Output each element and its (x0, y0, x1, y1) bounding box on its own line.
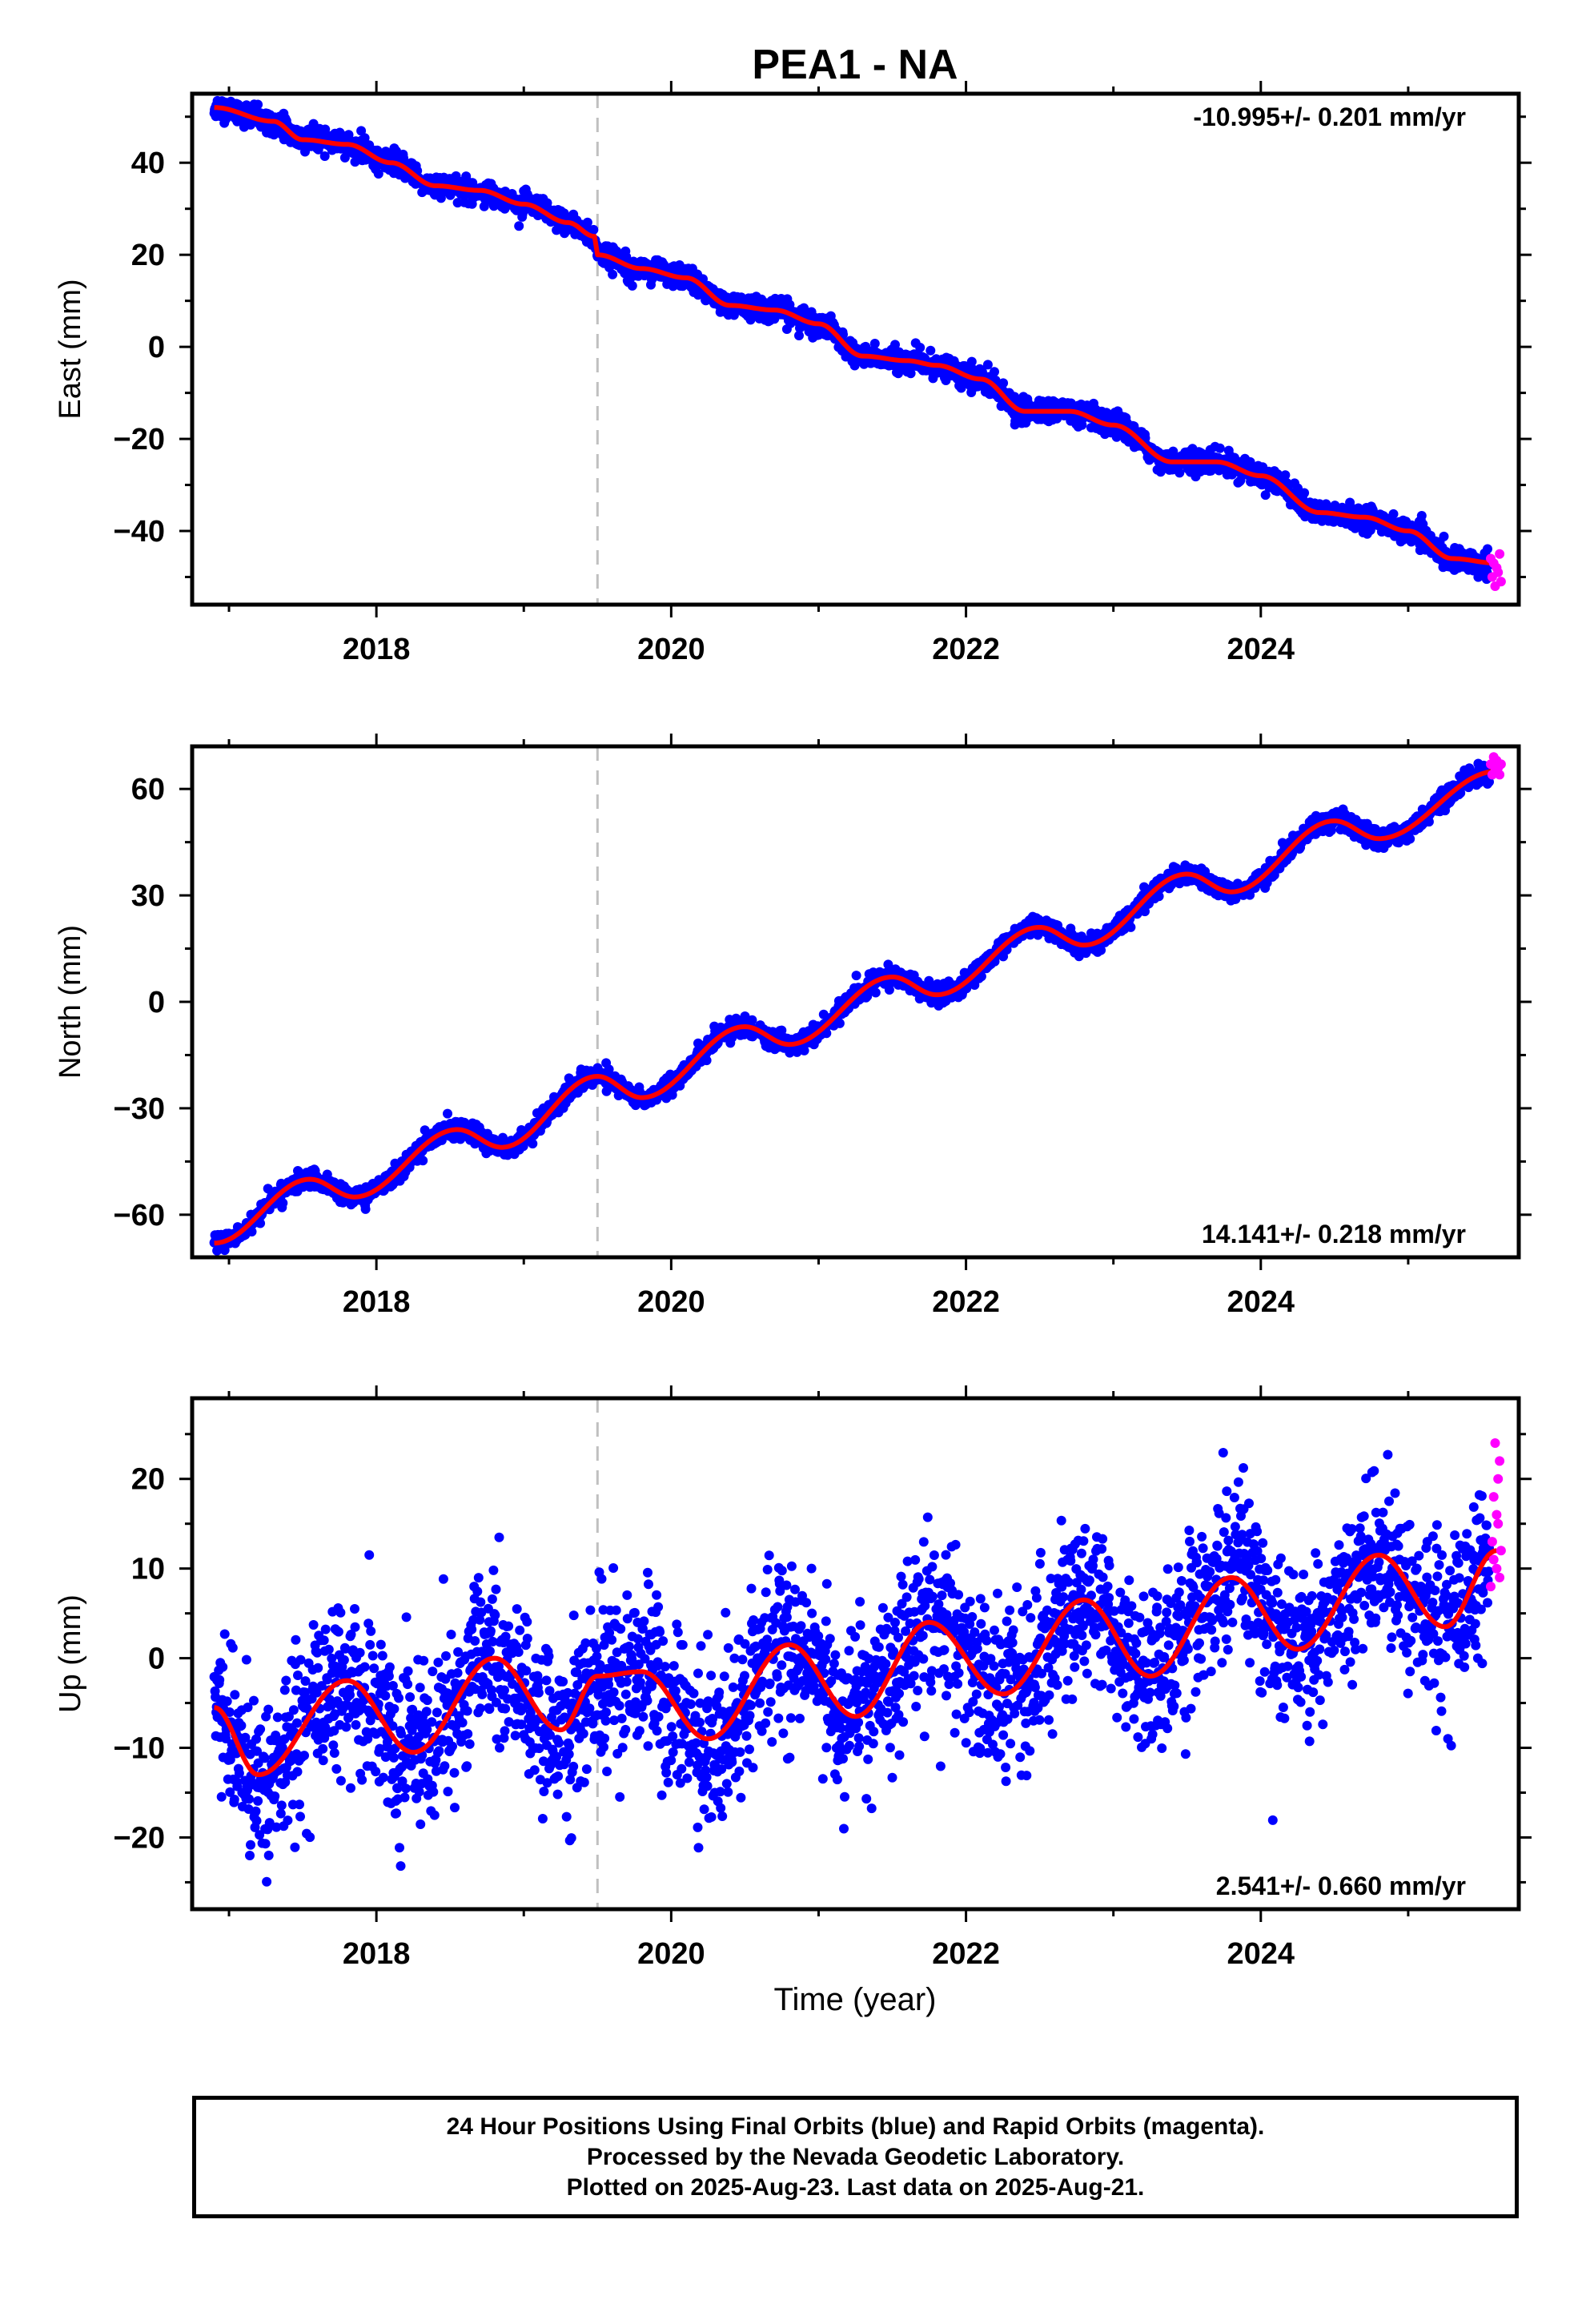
final-orbit-point (890, 340, 900, 350)
final-orbit-point (356, 126, 367, 136)
final-orbit-point (1280, 470, 1291, 480)
final-orbit-point (621, 251, 632, 262)
final-orbit-point (966, 356, 977, 367)
y-tick-label: 20 (131, 239, 165, 272)
final-orbit-point (747, 1015, 757, 1025)
final-orbit-point (1174, 468, 1185, 478)
final-orbit-point (1483, 544, 1492, 554)
final-orbit-point (794, 331, 804, 340)
final-orbit-point (608, 269, 618, 279)
rapid-orbit-point (1496, 577, 1506, 587)
panel-east: 2018 2020 2022 2024 40 20 0 −20 −40 East (mm) -10.… (54, 81, 1532, 666)
final-orbit-point (604, 1064, 614, 1075)
final-orbit-point (1367, 505, 1378, 515)
final-orbit-point (247, 1227, 257, 1236)
final-orbit-point (1260, 490, 1271, 501)
final-orbit-point (582, 217, 592, 227)
final-orbit-point (1126, 922, 1136, 932)
y-tick-label: −20 (114, 423, 165, 456)
y-tick-label: −40 (114, 515, 165, 549)
x-tick-label: 2020 (637, 633, 705, 666)
final-orbit-point (701, 1055, 712, 1066)
final-orbit-point (278, 1198, 288, 1208)
final-orbit-point (915, 343, 926, 352)
rapid-orbit-points (1486, 549, 1506, 591)
final-orbit-point (528, 1139, 538, 1149)
final-orbit-point (443, 1108, 452, 1119)
final-orbit-point (219, 1245, 230, 1256)
final-orbit-point (360, 1204, 371, 1214)
final-orbit-point (834, 1018, 845, 1028)
x-tick-label: 2024 (1227, 633, 1295, 666)
final-orbit-point (452, 198, 463, 208)
y-tick-label: 0 (148, 331, 165, 364)
final-orbit-point (870, 987, 881, 998)
final-orbit-point (869, 339, 880, 348)
final-orbit-point (514, 221, 524, 231)
rapid-orbit-point (1493, 567, 1504, 577)
final-orbit-point (1215, 443, 1225, 453)
final-orbit-point (418, 1156, 428, 1166)
panel-frame (190, 91, 1521, 607)
final-orbit-point (588, 224, 599, 235)
final-orbit-point (319, 151, 330, 161)
x-tick-label: 2022 (932, 633, 1000, 666)
final-orbit-point (1206, 465, 1216, 476)
final-orbit-point (1299, 488, 1310, 498)
velocity-label: -10.995+/- 0.201 mm/yr (1193, 103, 1466, 131)
final-orbit-point (990, 367, 999, 377)
final-orbit-point (1416, 511, 1427, 521)
plot-area-north (209, 746, 1506, 1257)
plot-area-east (209, 94, 1506, 605)
final-orbit-points (209, 95, 1494, 585)
final-orbit-point (998, 378, 1009, 388)
model-fit-line (213, 105, 1498, 566)
final-orbit-point (255, 1218, 266, 1228)
final-orbit-point (982, 360, 993, 370)
y-axis-label: East (mm) (54, 279, 87, 419)
final-orbit-point (893, 368, 903, 379)
chart-title: PEA1 - NA (752, 42, 958, 88)
final-orbit-point (373, 169, 383, 179)
x-tick-label: 2018 (343, 633, 411, 666)
final-orbit-point (253, 99, 263, 110)
final-orbit-point (1388, 509, 1399, 519)
y-tick-label: 40 (131, 147, 165, 180)
final-orbit-point (627, 280, 637, 291)
final-orbit-point (851, 971, 861, 981)
final-orbit-point (1439, 531, 1449, 541)
rapid-orbit-point (1495, 549, 1505, 559)
final-orbit-point (926, 345, 936, 356)
final-orbit-point (1345, 497, 1355, 508)
final-orbit-points (209, 758, 1494, 1256)
